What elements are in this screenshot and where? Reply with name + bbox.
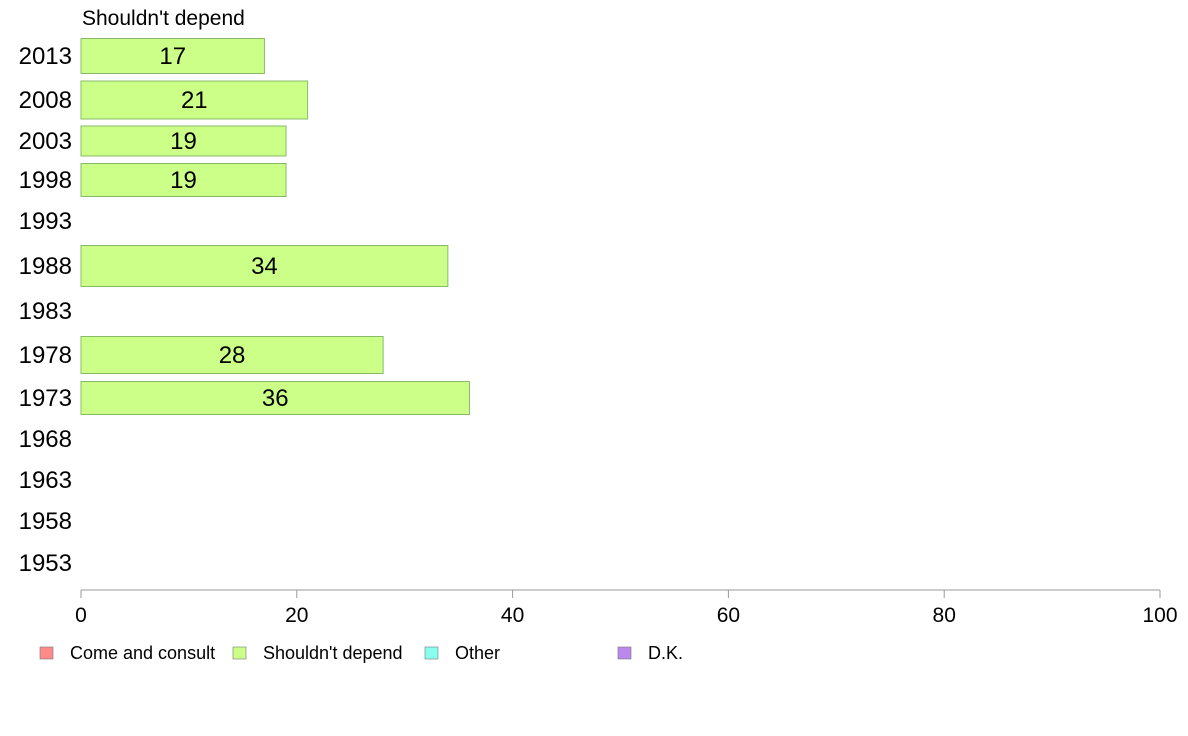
year-label-1973: 1973	[19, 385, 72, 412]
legend-label-1: Shouldn't depend	[263, 643, 403, 663]
x-axis: 0 20 40 60 80 100	[75, 589, 1178, 627]
legend-label-0: Come and consult	[70, 643, 215, 663]
value-label-1973: 36	[262, 385, 289, 412]
legend: Come and consult Shouldn't depend Other D.K…	[39, 643, 683, 663]
x-tick-label-60: 60	[717, 604, 740, 627]
value-label-2013: 17	[159, 43, 186, 70]
year-label-1968: 1968	[19, 426, 72, 453]
bar-1988	[80, 245, 449, 287]
year-label-1988: 1988	[19, 253, 72, 280]
x-tick-label-0: 0	[75, 604, 87, 627]
value-label-2008: 21	[181, 87, 208, 114]
year-label-2003: 2003	[19, 128, 72, 155]
year-label-2008: 2008	[19, 87, 72, 114]
legend-label-2: Other	[455, 643, 500, 663]
year-labels: 2013 2008 2003 1998 1993 1988 1983 1978 1973 1968…	[19, 43, 72, 577]
value-label-1988: 34	[251, 253, 278, 280]
year-label-1983: 1983	[19, 298, 72, 325]
x-tick-label-40: 40	[501, 604, 524, 627]
year-label-1998: 1998	[19, 167, 72, 194]
bar-1978	[80, 336, 384, 374]
bar-1998	[80, 163, 287, 197]
bars-layer: 17 21 19 19 34 28 36	[80, 38, 470, 415]
bar-2003	[80, 125, 287, 157]
legend-swatch-3	[617, 646, 632, 660]
year-label-1963: 1963	[19, 467, 72, 494]
bar-1973	[80, 381, 470, 415]
year-label-2013: 2013	[19, 43, 72, 70]
bar-2013	[80, 38, 265, 74]
legend-label-3: D.K.	[648, 643, 683, 663]
legend-swatch-0	[39, 646, 54, 660]
year-label-1993: 1993	[19, 208, 72, 235]
legend-swatch-2	[424, 646, 439, 660]
value-label-1978: 28	[219, 342, 246, 369]
x-tick-label-100: 100	[1142, 604, 1177, 627]
value-label-2003: 19	[170, 128, 197, 155]
x-tick-label-20: 20	[285, 604, 308, 627]
year-label-1953: 1953	[19, 550, 72, 577]
legend-swatch-1	[232, 646, 247, 660]
year-label-1958: 1958	[19, 508, 72, 535]
chart-title: Shouldn't depend	[82, 7, 245, 30]
x-tick-label-80: 80	[933, 604, 956, 627]
year-label-1978: 1978	[19, 342, 72, 369]
value-label-1998: 19	[170, 167, 197, 194]
bar-2008	[80, 80, 309, 120]
